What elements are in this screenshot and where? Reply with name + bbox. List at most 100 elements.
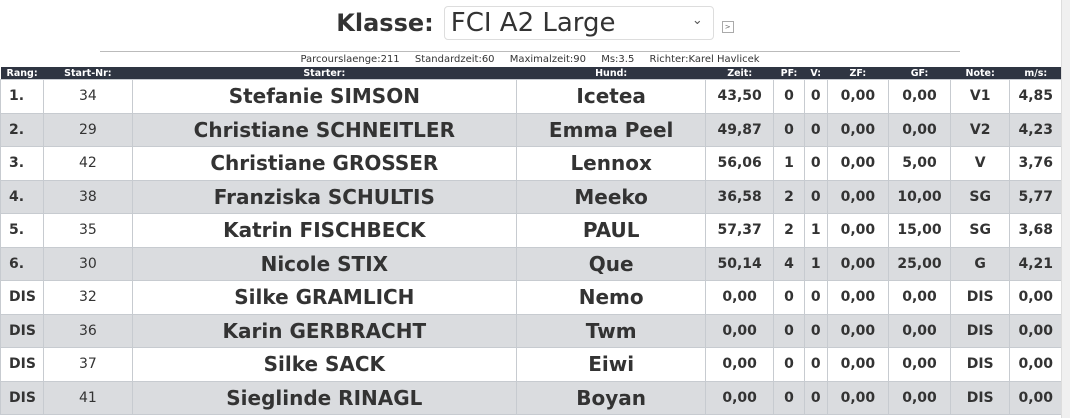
v-cell: 0 [803,313,828,348]
results-table: Rang: Start-Nr: Starter: Hund: Zeit: PF: V: ZF:… [0,67,1062,415]
v-cell: 0 [803,146,828,181]
starter-cell: Nicole STIX [131,246,518,281]
dog-cell: Boyan [516,380,707,415]
time-cell: 56,06 [705,146,775,181]
pf-cell: 2 [773,213,805,248]
start-number-cell: 35 [43,213,133,248]
grade-cell: V2 [949,112,1011,147]
table-row: 5. 35 Katrin FISCHBECK PAUL 57,37 2 1 0,00 15,00… [0,213,1062,248]
gf-cell: 0,00 [888,79,951,114]
speed-cell: 4,23 [1009,112,1062,147]
column-header: Start-Nr: [43,67,133,80]
speed-cell: 3,68 [1009,213,1062,248]
grade-cell: DIS [949,347,1011,382]
gf-cell: 0,00 [888,347,951,382]
column-header: m/s: [1009,67,1062,80]
starter-cell: Stefanie SIMSON [131,79,518,114]
grade-cell: G [949,246,1011,281]
column-header: GF: [888,67,951,80]
chevron-down-icon: ⌄ [691,12,703,28]
v-cell: 1 [803,213,828,248]
column-header: Rang: [0,67,44,80]
table-row: DIS 36 Karin GERBRACHT Twm 0,00 0 0 0,00 0,00 DIS… [0,313,1062,348]
dog-cell: Que [516,246,707,281]
starter-cell: Sieglinde RINAGL [131,380,518,415]
class-select[interactable]: FCI A2 Large ⌄ [443,5,714,40]
judge: Richter:Karel Havlicek [649,54,760,65]
grade-cell: V [949,146,1011,181]
column-header: Hund: [516,67,706,80]
grade-cell: DIS [949,313,1011,348]
zf-cell: 0,00 [826,280,890,315]
dog-cell: Nemo [516,280,707,315]
start-number-cell: 30 [43,246,133,281]
next-icon[interactable]: > [721,20,734,33]
zf-cell: 0,00 [826,112,890,147]
time-cell: 36,58 [705,179,775,214]
grade-cell: DIS [949,280,1011,315]
table-row: 2. 29 Christiane SCHNEITLER Emma Peel 49,87 0… [0,112,1062,147]
starter-cell: Christiane SCHNEITLER [131,112,518,147]
v-cell: 0 [803,347,828,382]
table-row: DIS 37 Silke SACK Eiwi 0,00 0 0 0,00 0,00 DIS 0,00 [0,347,1062,382]
zf-cell: 0,00 [826,380,890,415]
table-row: 3. 42 Christiane GROSSER Lennox 56,06 1 0 0,00 5… [0,146,1062,181]
column-header: Note: [950,67,1010,80]
zf-cell: 0,00 [826,179,890,214]
gf-cell: 15,00 [888,213,951,248]
speed-cell: 0,00 [1009,313,1062,348]
dog-cell: Twm [516,313,707,348]
rank-cell: DIS [0,347,45,382]
starter-cell: Karin GERBRACHT [131,313,518,348]
v-cell: 0 [803,380,828,415]
course-length: Parcourslaenge:211 [300,54,400,65]
pf-cell: 0 [773,313,805,348]
course-info: Parcourslaenge:211 Standardzeit:60 Maxim… [100,51,960,68]
table-row: 4. 38 Franziska SCHULTIS Meeko 36,58 2 0 0,00 10… [0,179,1062,214]
pf-cell: 2 [773,179,805,214]
table-header: Rang: Start-Nr: Starter: Hund: Zeit: PF: V: ZF:… [0,67,1062,80]
grade-cell: V1 [949,79,1011,114]
start-number-cell: 42 [43,146,133,181]
pf-cell: 0 [773,112,805,147]
time-cell: 49,87 [705,112,775,147]
pf-cell: 0 [773,380,805,415]
gf-cell: 0,00 [888,112,951,147]
dog-cell: Lennox [516,146,707,181]
time-cell: 43,50 [705,79,775,114]
time-cell: 0,00 [705,313,775,348]
standard-time: Standardzeit:60 [414,54,495,65]
table-row: DIS 41 Sieglinde RINAGL Boyan 0,00 0 0 0,00 0,00… [0,380,1062,415]
table-row: 1. 34 Stefanie SIMSON Icetea 43,50 0 0 0,00 0,00… [0,79,1062,114]
column-header: Starter: [132,67,517,80]
speed-cell: 0,00 [1009,347,1062,382]
zf-cell: 0,00 [826,213,890,248]
starter-cell: Silke GRAMLICH [131,280,518,315]
time-cell: 0,00 [705,380,775,415]
pf-cell: 1 [773,146,805,181]
v-cell: 0 [803,79,828,114]
pf-cell: 0 [773,347,805,382]
scrollbar[interactable] [1061,0,1070,418]
speed-cell: 4,21 [1009,246,1062,281]
starter-cell: Silke SACK [131,347,518,382]
start-number-cell: 36 [43,313,133,348]
start-number-cell: 29 [43,112,133,147]
gf-cell: 0,00 [888,313,951,348]
rank-cell: 4. [0,179,45,214]
zf-cell: 0,00 [826,146,890,181]
v-cell: 0 [803,280,828,315]
rank-cell: DIS [0,280,45,315]
dog-cell: PAUL [516,213,707,248]
rank-cell: 2. [0,112,45,147]
gf-cell: 5,00 [888,146,951,181]
table-row: 6. 30 Nicole STIX Que 50,14 4 1 0,00 25,00 G 4,21 [0,246,1062,281]
time-cell: 0,00 [705,280,775,315]
speed: Ms:3.5 [601,54,635,65]
speed-cell: 0,00 [1009,280,1062,315]
class-selector-bar: Klasse: FCI A2 Large ⌄ > [0,0,1070,45]
speed-cell: 5,77 [1009,179,1062,214]
rank-cell: 5. [0,213,45,248]
start-number-cell: 38 [43,179,133,214]
time-cell: 50,14 [705,246,775,281]
